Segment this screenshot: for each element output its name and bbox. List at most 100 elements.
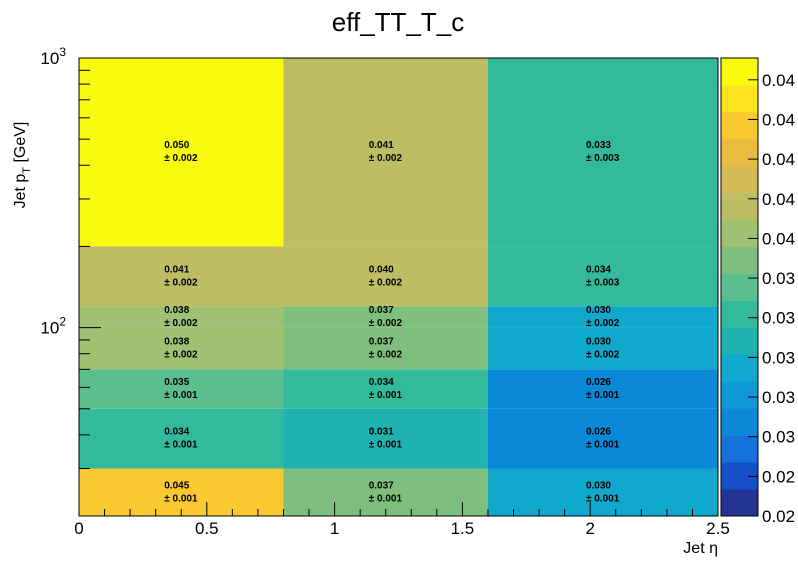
cell-error-label: ± 0.001	[369, 493, 403, 504]
cell-error-label: ± 0.003	[586, 277, 620, 288]
colorbar-segment	[721, 165, 758, 194]
heatmap-cell	[487, 468, 718, 516]
x-tick-label: 0.5	[195, 519, 219, 538]
cell-value-label: 0.037	[369, 305, 394, 316]
cell-error-label: ± 0.001	[369, 440, 403, 451]
heatmap-cell	[79, 58, 284, 247]
y-axis-title-sub: T	[21, 167, 33, 174]
heatmap-cell	[487, 369, 718, 409]
x-axis-title: Jet η	[683, 540, 718, 557]
y-axis-title-main: Jet p	[12, 174, 29, 209]
cell-value-label: 0.037	[369, 336, 394, 347]
colorbar-tick-label: 0.04	[762, 190, 795, 209]
x-axis-title-symbol: η	[709, 540, 718, 557]
cell-error-label: ± 0.001	[586, 390, 620, 401]
heatmap-cell	[283, 468, 488, 516]
cell-value-label: 0.034	[369, 377, 394, 388]
colorbar-segment	[721, 111, 758, 140]
cell-value-label: 0.034	[164, 427, 189, 438]
colorbar-tick-label: 0.03	[762, 348, 795, 367]
cell-error-label: ± 0.002	[164, 318, 198, 329]
cell-value-label: 0.031	[369, 427, 394, 438]
cell-error-label: ± 0.001	[586, 440, 620, 451]
colorbar-tick-label: 0.02	[762, 467, 795, 486]
colorbar-segment	[721, 58, 758, 86]
chart-title: eff_TT_T_c	[332, 7, 464, 37]
cell-error-label: ± 0.002	[369, 153, 403, 164]
x-tick-label: 1	[330, 519, 339, 538]
heatmap-cells	[79, 58, 718, 516]
colorbar-segment	[721, 381, 758, 409]
cell-value-label: 0.037	[369, 480, 394, 491]
cell-value-label: 0.050	[164, 140, 189, 151]
heatmap-cell	[487, 408, 718, 469]
colorbar-segment	[721, 84, 758, 113]
x-tick-label: 2	[585, 519, 594, 538]
colorbar-segment	[721, 327, 758, 355]
cell-value-label: 0.030	[586, 336, 611, 347]
colorbar-segment	[721, 435, 758, 463]
cell-value-label: 0.038	[164, 305, 189, 316]
cell-value-label: 0.030	[586, 305, 611, 316]
heatmap-cell	[79, 327, 284, 370]
y-axis-title: Jet pT [GeV]	[12, 122, 33, 209]
cell-value-label: 0.035	[164, 377, 189, 388]
x-axis: 0 0.5 1 1.5 2 2.5	[74, 502, 730, 538]
y-axis-title-unit: [GeV]	[12, 122, 29, 167]
cell-error-label: ± 0.001	[164, 440, 198, 451]
y-tick-label: 103	[40, 45, 66, 68]
colorbar-tick-label: 0.03	[762, 309, 795, 328]
y-tick-exponent: 3	[59, 45, 66, 59]
cell-value-label: 0.034	[586, 264, 611, 275]
heatmap-cell	[79, 369, 284, 409]
colorbar-segment	[721, 300, 758, 328]
heatmap-cell	[487, 327, 718, 370]
y-axis: 102 103	[40, 45, 101, 517]
colorbar-tick-label: 0.04	[762, 150, 795, 169]
cell-value-label: 0.040	[369, 264, 394, 275]
colorbar-tick-label: 0.03	[762, 388, 795, 407]
x-tick-label: 0	[74, 519, 83, 538]
heatmap-cell	[79, 408, 284, 469]
cell-error-label: ± 0.001	[164, 493, 198, 504]
colorbar-tick-label: 0.02	[762, 507, 795, 526]
cell-error-label: ± 0.002	[164, 153, 198, 164]
cell-value-label: 0.030	[586, 480, 611, 491]
y-tick-label: 102	[40, 315, 66, 338]
cell-error-label: ± 0.002	[164, 277, 198, 288]
heatmap-cell	[283, 369, 488, 409]
heatmap-cell	[487, 306, 718, 328]
heatmap-cell	[283, 306, 488, 328]
colorbar-segment	[721, 138, 758, 167]
colorbar-segment	[721, 219, 758, 248]
heatmap-cell	[79, 468, 284, 516]
heatmap-cell	[283, 58, 488, 247]
cell-error-label: ± 0.002	[369, 318, 403, 329]
cell-error-label: ± 0.002	[586, 349, 620, 360]
colorbar-segment	[721, 192, 758, 221]
cell-error-label: ± 0.001	[164, 390, 198, 401]
heatmap-cell	[487, 58, 718, 247]
cell-error-label: ± 0.001	[369, 390, 403, 401]
colorbar-tick-label: 0.03	[762, 428, 795, 447]
x-tick-label: 1.5	[451, 519, 475, 538]
color-scale: 0.02 0.02 0.03 0.03 0.03 0.03 0.03 0.04 0.04 0.04…	[720, 57, 795, 526]
heatmap-cell	[487, 246, 718, 307]
cell-error-label: ± 0.003	[586, 153, 620, 164]
plot-frame	[78, 57, 719, 517]
colorbar-segment	[721, 354, 758, 382]
x-axis-title-main: Jet	[683, 540, 709, 557]
heatmap-cell	[283, 408, 488, 469]
cell-error-label: ± 0.001	[586, 493, 620, 504]
cell-value-label: 0.041	[164, 264, 189, 275]
colorbar-tick-label: 0.04	[762, 71, 795, 90]
y-tick-base: 10	[40, 49, 59, 68]
heatmap-cell	[283, 327, 488, 370]
cell-error-label: ± 0.002	[369, 349, 403, 360]
colorbar-segment	[721, 489, 758, 517]
cell-error-label: ± 0.002	[586, 318, 620, 329]
colorbar-frame	[720, 57, 759, 517]
colorbar-segment	[721, 408, 758, 436]
cell-value-label: 0.045	[164, 480, 189, 491]
